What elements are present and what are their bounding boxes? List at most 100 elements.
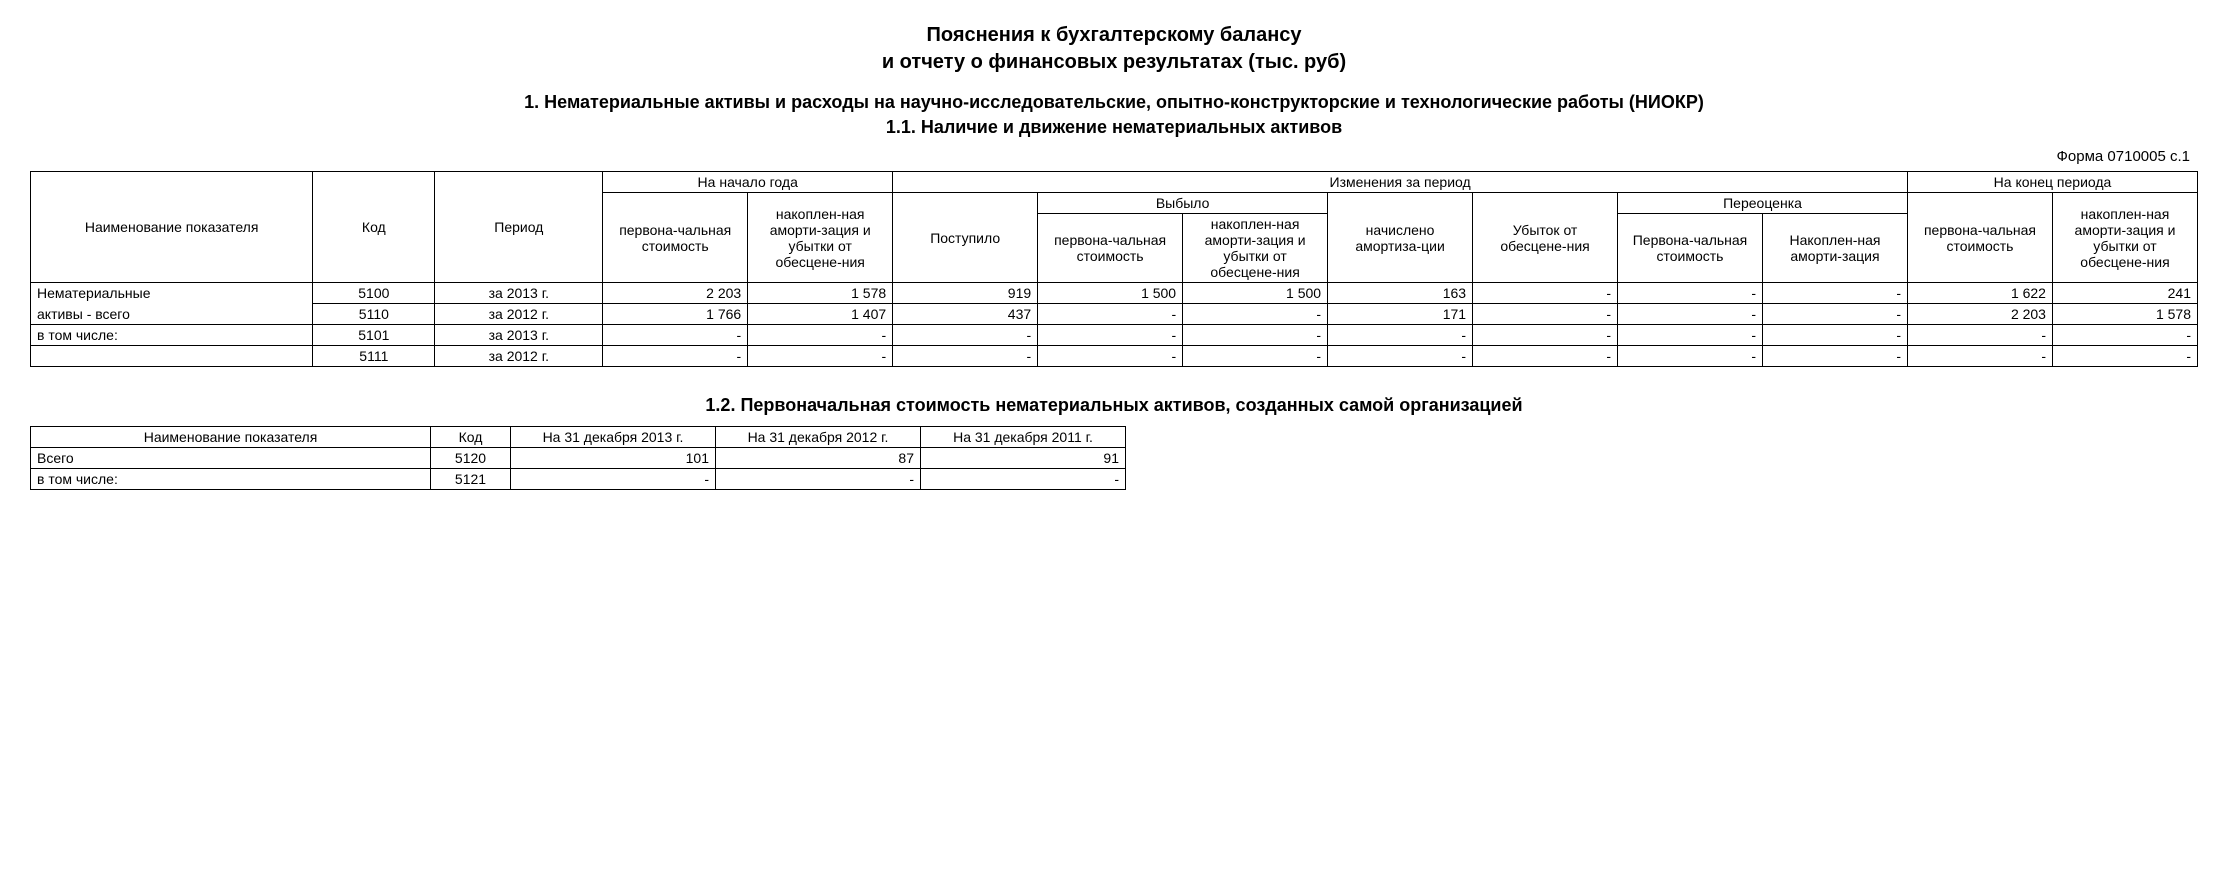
cell: -	[1473, 346, 1618, 367]
cell: -	[748, 325, 893, 346]
table-row: Всего 5120 101 87 91	[31, 448, 1126, 469]
col-end-amort: накоплен-ная аморти-зация и убытки от об…	[2052, 193, 2197, 283]
table-1-2: Наименование показателя Код На 31 декабр…	[30, 426, 1126, 490]
cell: -	[603, 325, 748, 346]
subsection-1-2-heading: 1.2. Первоначальная стоимость нематериал…	[30, 395, 2198, 416]
cell: 1 407	[748, 304, 893, 325]
cell: -	[1473, 283, 1618, 304]
cell: 101	[511, 448, 716, 469]
cell: -	[893, 325, 1038, 346]
cell: -	[1762, 304, 1907, 325]
cell: -	[1908, 325, 2053, 346]
cell: -	[1762, 283, 1907, 304]
row-name: в том числе:	[31, 469, 431, 490]
table-row: активы - всего 5110 за 2012 г. 1 766 1 4…	[31, 304, 2198, 325]
cell: 1 578	[2052, 304, 2197, 325]
row-name: Всего	[31, 448, 431, 469]
col-impair-loss: Убыток от обесцене-ния	[1473, 193, 1618, 283]
doc-title-line1: Пояснения к бухгалтерскому балансу	[30, 24, 2198, 47]
cell: 1 500	[1183, 283, 1328, 304]
cell: 1 500	[1038, 283, 1183, 304]
cell: -	[1038, 304, 1183, 325]
cell: -	[1762, 346, 1907, 367]
row-name: Нематериальные	[31, 283, 313, 304]
cell: -	[1473, 325, 1618, 346]
col-amort-chg: начислено амортиза-ции	[1328, 193, 1473, 283]
cell: 91	[921, 448, 1126, 469]
cell: -	[1183, 304, 1328, 325]
doc-title-line2: и отчету о финансовых результатах (тыс. …	[30, 51, 2198, 74]
cell: 919	[893, 283, 1038, 304]
row-period: за 2012 г.	[435, 346, 603, 367]
col-begin: На начало года	[603, 172, 893, 193]
row-code: 5101	[313, 325, 435, 346]
col-changes: Изменения за период	[893, 172, 1908, 193]
cell: -	[748, 346, 893, 367]
col-code: Код	[313, 172, 435, 283]
row-code: 5100	[313, 283, 435, 304]
cell: -	[1618, 304, 1763, 325]
col-name: Наименование показателя	[31, 172, 313, 283]
col-period: Период	[435, 172, 603, 283]
col-code: Код	[431, 427, 511, 448]
cell: -	[1038, 325, 1183, 346]
col-reval-init: Первона-чальная стоимость	[1618, 214, 1763, 283]
row-period: за 2013 г.	[435, 325, 603, 346]
cell: -	[1328, 325, 1473, 346]
cell: -	[1908, 346, 2053, 367]
cell: -	[893, 346, 1038, 367]
cell: 1 578	[748, 283, 893, 304]
cell: -	[1328, 346, 1473, 367]
cell: 171	[1328, 304, 1473, 325]
cell: -	[603, 346, 748, 367]
row-name	[31, 346, 313, 367]
section-1-heading: 1. Нематериальные активы и расходы на на…	[30, 92, 2198, 113]
cell: 87	[716, 448, 921, 469]
cell: 437	[893, 304, 1038, 325]
cell: 163	[1328, 283, 1473, 304]
table-row: Нематериальные 5100 за 2013 г. 2 203 1 5…	[31, 283, 2198, 304]
row-period: за 2012 г.	[435, 304, 603, 325]
row-name: в том числе:	[31, 325, 313, 346]
cell: -	[2052, 346, 2197, 367]
col-received: Поступило	[893, 193, 1038, 283]
cell: -	[921, 469, 1126, 490]
cell: 1 622	[1908, 283, 2053, 304]
subsection-1-1-heading: 1.1. Наличие и движение нематериальных а…	[30, 117, 2198, 138]
col-begin-init: первона-чальная стоимость	[603, 193, 748, 283]
cell: -	[511, 469, 716, 490]
row-code: 5111	[313, 346, 435, 367]
row-period: за 2013 г.	[435, 283, 603, 304]
cell: 241	[2052, 283, 2197, 304]
row-code: 5121	[431, 469, 511, 490]
cell: -	[1762, 325, 1907, 346]
table-1-1: Наименование показателя Код Период На на…	[30, 171, 2198, 367]
col-2012: На 31 декабря 2012 г.	[716, 427, 921, 448]
row-code: 5120	[431, 448, 511, 469]
form-id-label: Форма 0710005 с.1	[30, 148, 2190, 165]
row-code: 5110	[313, 304, 435, 325]
cell: 1 766	[603, 304, 748, 325]
cell: -	[716, 469, 921, 490]
cell: -	[2052, 325, 2197, 346]
col-name: Наименование показателя	[31, 427, 431, 448]
cell: -	[1618, 283, 1763, 304]
row-name: активы - всего	[31, 304, 313, 325]
col-2011: На 31 декабря 2011 г.	[921, 427, 1126, 448]
col-disposed-amort: накоплен-ная аморти-зация и убытки от об…	[1183, 214, 1328, 283]
cell: -	[1183, 346, 1328, 367]
col-reval: Переоценка	[1618, 193, 1908, 214]
cell: -	[1038, 346, 1183, 367]
col-reval-amort: Накоплен-ная аморти-зация	[1762, 214, 1907, 283]
cell: -	[1183, 325, 1328, 346]
cell: 2 203	[603, 283, 748, 304]
table-row: 5111 за 2012 г. - - - - - - - - - - -	[31, 346, 2198, 367]
cell: 2 203	[1908, 304, 2053, 325]
col-begin-amort: накоплен-ная аморти-зация и убытки от об…	[748, 193, 893, 283]
col-disposed-init: первона-чальная стоимость	[1038, 214, 1183, 283]
col-end: На конец периода	[1908, 172, 2198, 193]
cell: -	[1618, 325, 1763, 346]
col-disposed: Выбыло	[1038, 193, 1328, 214]
cell: -	[1618, 346, 1763, 367]
col-2013: На 31 декабря 2013 г.	[511, 427, 716, 448]
